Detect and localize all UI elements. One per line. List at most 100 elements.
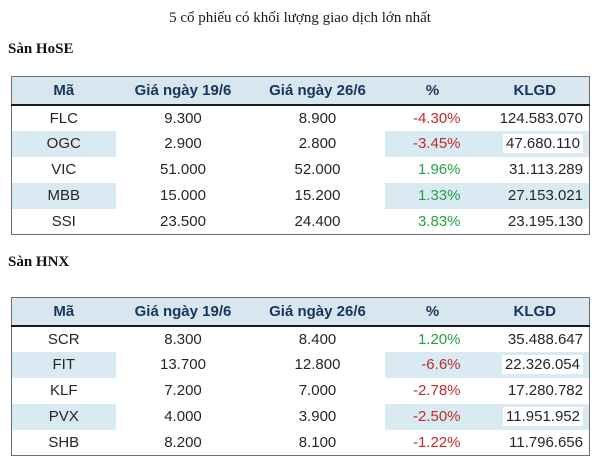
section-label-hose: Sàn HoSE: [8, 41, 74, 57]
stock-code-cell-value: PVX: [48, 408, 79, 425]
price-26-6-cell: 12.800: [250, 351, 385, 378]
price-26-6-cell: 2.800: [250, 130, 385, 157]
price-19-6-cell: 9.300: [115, 104, 251, 131]
volume-cell: 11.796.656: [480, 429, 590, 456]
header-row: Mã Giá ngày 19/6 Giá ngày 26/6 % KLGD: [11, 76, 590, 106]
volume-cell-value: 22.326.054: [501, 355, 583, 374]
stock-code-cell: SCR: [11, 325, 116, 352]
hnx-table-header: Mã Giá ngày 19/6 Giá ngày 26/6 % KLGD: [11, 297, 590, 327]
volume-cell-value: 17.280.782: [507, 382, 583, 399]
hose-table: Mã Giá ngày 19/6 Giá ngày 26/6 % KLGD FL…: [11, 76, 590, 235]
percent-change-cell-value: 1.96%: [417, 161, 461, 178]
price-19-6-cell: 23.500: [115, 208, 251, 235]
price-26-6-cell-value: 8.400: [298, 330, 337, 348]
price-26-6-cell-value: 15.200: [294, 187, 341, 204]
price-19-6-cell: 4.000: [115, 403, 251, 430]
col-header-pct: %: [384, 297, 481, 327]
percent-change-cell-value: 3.83%: [417, 212, 461, 230]
table-row: SHB 8.200 8.100 -1.22% 11.796.656: [11, 429, 590, 456]
price-26-6-cell-value: 8.100: [298, 433, 337, 451]
percent-change-cell-value: -3.45%: [412, 135, 461, 152]
stock-code-cell: FLC: [11, 104, 116, 131]
table-row: SSI 23.500 24.400 3.83% 23.195.130: [11, 208, 590, 235]
percent-change-cell: -1.22%: [384, 429, 481, 456]
percent-change-cell: 3.83%: [384, 208, 481, 235]
price-19-6-cell: 7.200: [115, 377, 251, 404]
stock-code-cell-value: KLF: [49, 382, 78, 399]
volume-cell: 22.326.054: [480, 351, 590, 378]
price-19-6-cell-value: 8.300: [164, 330, 202, 348]
volume-cell: 31.113.289: [480, 156, 590, 183]
price-26-6-cell-value: 8.900: [298, 109, 337, 127]
price-19-6-cell: 51.000: [115, 156, 251, 183]
volume-cell-value: 11.951.952: [503, 407, 583, 426]
price-26-6-cell: 8.100: [250, 429, 385, 456]
page-title: 5 cổ phiếu có khối lượng giao dịch lớn n…: [169, 10, 431, 26]
stock-code-cell: MBB: [11, 182, 116, 209]
percent-change-cell: -3.45%: [384, 130, 481, 157]
price-26-6-cell: 15.200: [250, 182, 385, 209]
price-19-6-cell-value: 2.900: [164, 135, 202, 152]
stock-code-cell: KLF: [11, 377, 116, 404]
volume-cell: 124.583.070: [480, 104, 590, 131]
col-header-klgd: KLGD: [480, 297, 590, 327]
percent-change-cell-value: 1.33%: [417, 187, 461, 204]
volume-cell: 27.153.021: [480, 182, 590, 209]
price-26-6-cell-value: 3.900: [298, 408, 337, 425]
percent-change-cell: -2.50%: [384, 403, 481, 430]
table-row: PVX 4.000 3.900 -2.50% 11.951.952: [11, 403, 590, 430]
table-row: KLF 7.200 7.000 -2.78% 17.280.782: [11, 377, 590, 404]
stock-code-cell: FIT: [11, 351, 116, 378]
volume-cell-value: 11.796.656: [509, 433, 583, 451]
price-19-6-cell-value: 8.200: [164, 433, 202, 451]
price-26-6-cell-value: 12.800: [294, 356, 341, 373]
percent-change-cell-value: 1.20%: [417, 330, 461, 348]
stock-code-cell-value: SHB: [48, 433, 80, 451]
price-19-6-cell-value: 51.000: [160, 161, 206, 178]
price-19-6-cell-value: 4.000: [164, 408, 202, 425]
stock-code-cell-value: VIC: [51, 161, 77, 178]
table-row: FIT 13.700 12.800 -6.6% 22.326.054: [11, 351, 590, 378]
price-26-6-cell: 3.900: [250, 403, 385, 430]
col-header-gia-19-6: Giá ngày 19/6: [115, 297, 251, 327]
stock-code-cell-value: SCR: [47, 330, 80, 348]
percent-change-cell: 1.96%: [384, 156, 481, 183]
hose-table-header: Mã Giá ngày 19/6 Giá ngày 26/6 % KLGD: [11, 76, 590, 106]
col-header-gia-19-6: Giá ngày 19/6: [115, 76, 251, 106]
price-26-6-cell-value: 24.400: [294, 212, 341, 230]
price-19-6-cell: 15.000: [115, 182, 251, 209]
price-26-6-cell-value: 7.000: [298, 382, 337, 399]
price-26-6-cell: 8.400: [250, 325, 385, 352]
price-26-6-cell: 8.900: [250, 104, 385, 131]
stock-code-cell-value: FLC: [49, 109, 78, 127]
stock-code-cell: OGC: [11, 130, 116, 157]
header-row: Mã Giá ngày 19/6 Giá ngày 26/6 % KLGD: [11, 297, 590, 327]
stock-code-cell-value: MBB: [47, 187, 80, 204]
stock-code-cell: SSI: [11, 208, 116, 235]
percent-change-cell-value: -2.78%: [412, 382, 461, 399]
price-19-6-cell-value: 7.200: [164, 382, 202, 399]
percent-change-cell-value: -4.30%: [412, 109, 461, 127]
stock-code-cell: PVX: [11, 403, 116, 430]
volume-cell-value: 31.113.289: [509, 161, 583, 178]
stock-code-cell-value: OGC: [46, 135, 81, 152]
percent-change-cell: -4.30%: [384, 104, 481, 131]
price-19-6-cell: 13.700: [115, 351, 251, 378]
percent-change-cell-value: -6.6%: [421, 356, 461, 373]
price-19-6-cell-value: 13.700: [160, 356, 206, 373]
price-19-6-cell-value: 15.000: [160, 187, 206, 204]
volume-cell-value: 47.680.110: [503, 134, 583, 153]
col-header-gia-26-6: Giá ngày 26/6: [250, 76, 385, 106]
hnx-table-body: SCR 8.300 8.400 1.20% 35.488.647 FIT 13.700 12.…: [11, 325, 590, 456]
percent-change-cell-value: -1.22%: [412, 433, 461, 451]
col-header-ma: Mã: [11, 76, 116, 106]
percent-change-cell-value: -2.50%: [412, 408, 461, 425]
table-row: SCR 8.300 8.400 1.20% 35.488.647: [11, 325, 590, 352]
percent-change-cell: 1.33%: [384, 182, 481, 209]
volume-cell-value: 23.195.130: [507, 212, 583, 230]
price-19-6-cell-value: 23.500: [160, 212, 206, 230]
volume-cell: 17.280.782: [480, 377, 590, 404]
hnx-table: Mã Giá ngày 19/6 Giá ngày 26/6 % KLGD SC…: [11, 297, 590, 456]
percent-change-cell: -6.6%: [384, 351, 481, 378]
